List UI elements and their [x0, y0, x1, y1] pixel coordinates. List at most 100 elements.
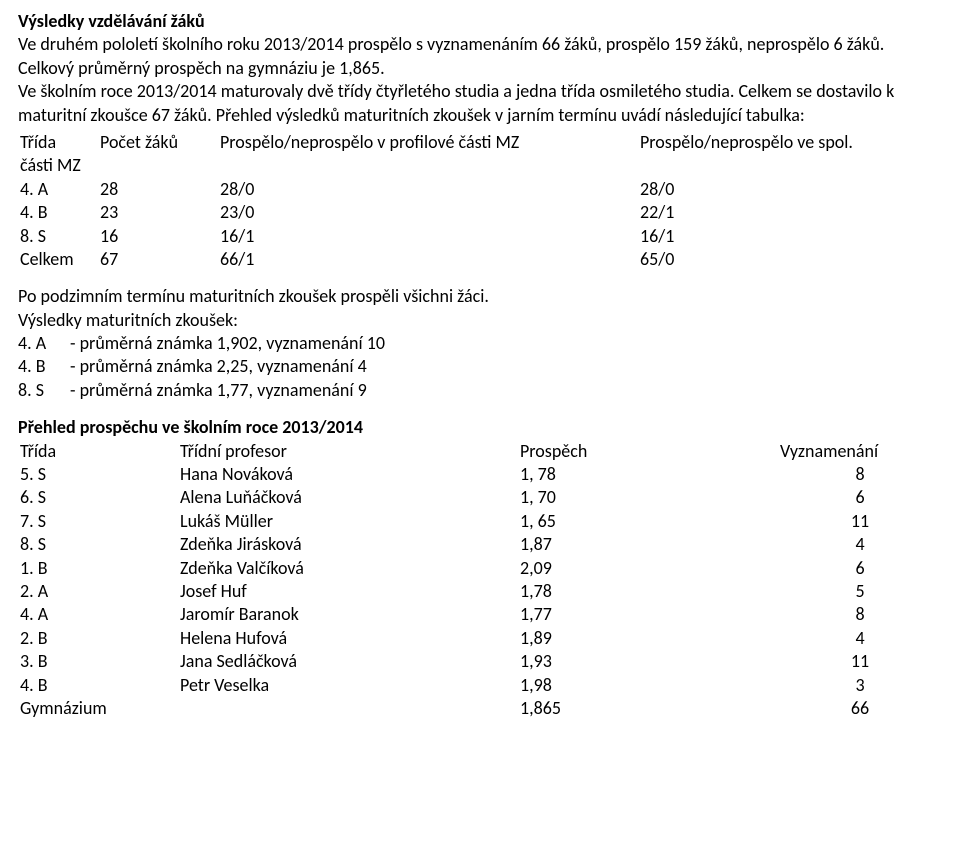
t1-h-prof: Prospělo/neprospělo v profilové části MZ — [218, 131, 638, 154]
t2-h-prof: Třídní profesor — [178, 440, 518, 463]
t1-count: 28 — [98, 178, 218, 201]
t1-h-count: Počet žáků — [98, 131, 218, 154]
t2-vyz: 8 — [778, 463, 942, 486]
t2-total-row: Gymnázium 1,865 66 — [18, 697, 942, 720]
result-line: 8. S - průměrná známka 1,77, vyznamenání… — [18, 379, 942, 402]
table-row: 5. SHana Nováková1, 788 — [18, 463, 942, 486]
t2-prof: Josef Huf — [178, 580, 518, 603]
table-row: 8. SZdeňka Jirásková1,874 — [18, 533, 942, 556]
table-row: 8. S 16 16/1 16/1 — [18, 225, 942, 248]
maturitni-vysledky-table: Třída Počet žáků Prospělo/neprospělo v p… — [18, 131, 942, 271]
table-row: 4. BPetr Veselka1,983 — [18, 674, 942, 697]
t2-pros: 1,93 — [518, 650, 778, 673]
t2-prof: Zdeňka Valčíková — [178, 557, 518, 580]
t2-class: 2. A — [18, 580, 178, 603]
result-text: - průměrná známka 1,902, vyznamenání 10 — [70, 332, 942, 355]
t2-prof: Jana Sedláčková — [178, 650, 518, 673]
t1-h-spol: Prospělo/neprospělo ve spol. — [638, 131, 942, 154]
t1-spol: 16/1 — [638, 225, 942, 248]
t1-prof: 23/0 — [218, 201, 638, 224]
t2-vyz: 3 — [778, 674, 942, 697]
t2-vyz: 6 — [778, 557, 942, 580]
t2-pros: 1,98 — [518, 674, 778, 697]
results-heading: Výsledky maturitních zkoušek: — [18, 309, 942, 332]
result-text: - průměrná známka 1,77, vyznamenání 9 — [70, 379, 942, 402]
t2-class: 2. B — [18, 627, 178, 650]
t2-class: 7. S — [18, 510, 178, 533]
t2-class: 6. S — [18, 486, 178, 509]
table-row-total: Celkem 67 66/1 65/0 — [18, 248, 942, 271]
t1-spol: 28/0 — [638, 178, 942, 201]
t2-vyz: 6 — [778, 486, 942, 509]
t2-pros: 1,78 — [518, 580, 778, 603]
t2-class: 4. A — [18, 603, 178, 626]
result-class: 4. B — [18, 355, 70, 378]
t1-class: 4. A — [18, 178, 98, 201]
prehled-prospechu-table: Třída Třídní profesor Prospěch Vyznamená… — [18, 440, 942, 721]
t2-prof: Zdeňka Jirásková — [178, 533, 518, 556]
t2-total-pros: 1,865 — [518, 697, 778, 720]
t2-pros: 1, 78 — [518, 463, 778, 486]
t1-count: 23 — [98, 201, 218, 224]
t2-class: 3. B — [18, 650, 178, 673]
t1-h-class: Třída — [18, 131, 98, 154]
t2-header-row: Třída Třídní profesor Prospěch Vyznamená… — [18, 440, 942, 463]
t2-prof: Jaromír Baranok — [178, 603, 518, 626]
intro-paragraph-2: Ve školním roce 2013/2014 maturovaly dvě… — [18, 80, 942, 127]
table-row: 4. B 23 23/0 22/1 — [18, 201, 942, 224]
t1-prof: 28/0 — [218, 178, 638, 201]
table-row: 2. BHelena Hufová1,894 — [18, 627, 942, 650]
t2-total-class: Gymnázium — [18, 697, 178, 720]
t2-class: 4. B — [18, 674, 178, 697]
t2-class: 1. B — [18, 557, 178, 580]
t2-vyz: 8 — [778, 603, 942, 626]
t2-prof: Helena Hufová — [178, 627, 518, 650]
t2-class: 5. S — [18, 463, 178, 486]
t2-vyz: 5 — [778, 580, 942, 603]
result-text: - průměrná známka 2,25, vyznamenání 4 — [70, 355, 942, 378]
t1-header-row: Třída Počet žáků Prospělo/neprospělo v p… — [18, 131, 942, 154]
page-title: Výsledky vzdělávání žáků — [18, 10, 942, 33]
t2-pros: 2,09 — [518, 557, 778, 580]
t2-h-class: Třída — [18, 440, 178, 463]
t1-h-spol2: části MZ — [18, 154, 942, 177]
t2-pros: 1,89 — [518, 627, 778, 650]
t2-vyz: 11 — [778, 650, 942, 673]
result-line: 4. B - průměrná známka 2,25, vyznamenání… — [18, 355, 942, 378]
table-row: 2. AJosef Huf1,785 — [18, 580, 942, 603]
t1-spol: 22/1 — [638, 201, 942, 224]
t2-class: 8. S — [18, 533, 178, 556]
t1-header-row-2: části MZ — [18, 154, 942, 177]
t1-count: 16 — [98, 225, 218, 248]
t1-count: 67 — [98, 248, 218, 271]
t2-prof: Hana Nováková — [178, 463, 518, 486]
t2-pros: 1, 65 — [518, 510, 778, 533]
t2-total-prof — [178, 697, 518, 720]
result-class: 4. A — [18, 332, 70, 355]
t1-prof: 16/1 — [218, 225, 638, 248]
t1-class: 8. S — [18, 225, 98, 248]
table-row: 7. SLukáš Müller1, 6511 — [18, 510, 942, 533]
t2-h-pros: Prospěch — [518, 440, 778, 463]
intro-paragraph-1: Ve druhém pololetí školního roku 2013/20… — [18, 33, 942, 80]
t1-spol: 65/0 — [638, 248, 942, 271]
t2-vyz: 4 — [778, 627, 942, 650]
t2-vyz: 11 — [778, 510, 942, 533]
t2-title: Přehled prospěchu ve školním roce 2013/2… — [18, 416, 942, 439]
t2-pros: 1,77 — [518, 603, 778, 626]
t2-prof: Lukáš Müller — [178, 510, 518, 533]
table-row: 3. BJana Sedláčková1,9311 — [18, 650, 942, 673]
t2-pros: 1, 70 — [518, 486, 778, 509]
t2-vyz: 4 — [778, 533, 942, 556]
t1-prof: 66/1 — [218, 248, 638, 271]
t2-prof: Petr Veselka — [178, 674, 518, 697]
t2-h-vyz: Vyznamenání — [778, 440, 942, 463]
result-line: 4. A - průměrná známka 1,902, vyznamenán… — [18, 332, 942, 355]
after-t1-line: Po podzimním termínu maturitních zkoušek… — [18, 285, 942, 308]
t1-class: Celkem — [18, 248, 98, 271]
t1-class: 4. B — [18, 201, 98, 224]
t2-total-vyz: 66 — [778, 697, 942, 720]
table-row: 4. AJaromír Baranok1,778 — [18, 603, 942, 626]
table-row: 1. BZdeňka Valčíková2,096 — [18, 557, 942, 580]
table-row: 4. A 28 28/0 28/0 — [18, 178, 942, 201]
